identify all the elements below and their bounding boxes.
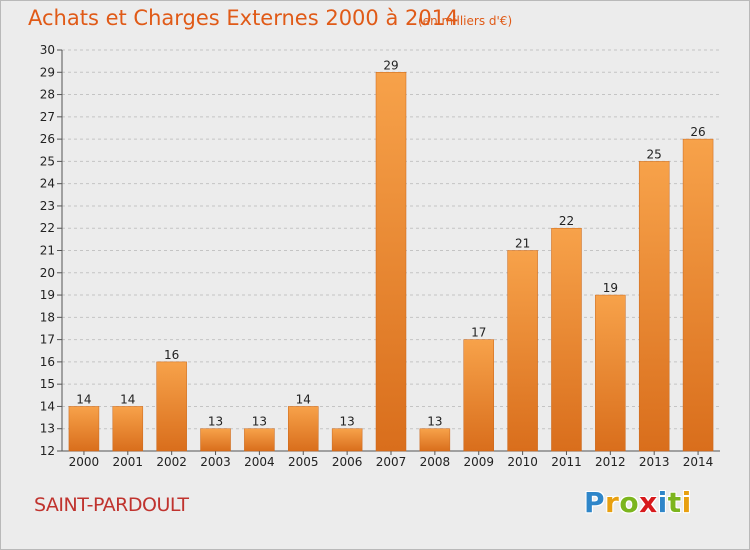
y-tick-label: 30 xyxy=(40,43,55,57)
chart-subtitle: (en milliers d'€) xyxy=(418,14,513,28)
bar-2001 xyxy=(112,406,144,452)
data-label-2008: 13 xyxy=(427,415,442,429)
bar-2000 xyxy=(68,406,100,452)
x-tick-label: 2014 xyxy=(683,455,714,469)
x-tick-label: 2011 xyxy=(551,455,582,469)
bar-2005 xyxy=(288,406,319,452)
labels: 2000 14 2001 14 2002 16 2003 13 2004 13 2005 14 2006… xyxy=(69,58,714,469)
logo-letter: P xyxy=(584,486,606,519)
data-label-2005: 14 xyxy=(296,392,311,406)
logo-letter: i xyxy=(657,486,668,519)
data-label-2014: 26 xyxy=(690,125,705,139)
bar-2012 xyxy=(595,294,626,452)
proxiti-logo: Proxiti xyxy=(584,486,692,519)
bar-2010 xyxy=(507,250,538,452)
logo-letter: i xyxy=(681,486,692,519)
y-tick-label: 24 xyxy=(40,177,55,191)
data-label-2003: 13 xyxy=(208,415,223,429)
bar-2009 xyxy=(463,339,494,452)
chart-title: Achats et Charges Externes 2000 à 2014 xyxy=(28,6,459,30)
x-tick-label: 2003 xyxy=(200,455,231,469)
data-label-2001: 14 xyxy=(120,392,135,406)
data-label-2002: 16 xyxy=(164,348,179,362)
y-tick-label: 27 xyxy=(40,110,55,124)
y-tick-label: 25 xyxy=(40,154,55,168)
y-tick-label: 29 xyxy=(40,65,55,79)
y-tick-label: 13 xyxy=(40,422,55,436)
bar-2003 xyxy=(200,428,231,452)
bar-2004 xyxy=(244,428,275,452)
place-name: SAINT-PARDOULT xyxy=(34,494,189,516)
y-tick-label: 21 xyxy=(40,244,55,258)
x-tick-label: 2005 xyxy=(288,455,319,469)
x-tick-label: 2013 xyxy=(639,455,670,469)
bar-2006 xyxy=(331,428,363,452)
y-tick-label: 20 xyxy=(40,266,55,280)
logo-letter: o xyxy=(619,486,640,519)
y-tick-label: 14 xyxy=(40,399,55,413)
bar-2002 xyxy=(156,361,187,452)
y-tick-label: 16 xyxy=(40,355,55,369)
data-label-2007: 29 xyxy=(383,58,398,72)
x-tick-label: 2006 xyxy=(332,455,363,469)
x-tick-label: 2002 xyxy=(156,455,187,469)
bar-2011 xyxy=(551,227,582,452)
x-tick-label: 2001 xyxy=(113,455,144,469)
data-label-2000: 14 xyxy=(76,392,91,406)
bar-2014 xyxy=(682,138,714,452)
y-tick-label: 19 xyxy=(40,288,55,302)
y-tick-label: 23 xyxy=(40,199,55,213)
data-label-2009: 17 xyxy=(471,326,486,340)
y-tick-label: 17 xyxy=(40,333,55,347)
data-label-2010: 21 xyxy=(515,237,530,251)
x-tick-label: 2009 xyxy=(463,455,494,469)
x-tick-label: 2007 xyxy=(376,455,407,469)
x-tick-label: 2004 xyxy=(244,455,275,469)
logo-letter: r xyxy=(605,486,620,519)
x-tick-label: 2012 xyxy=(595,455,626,469)
bar-2013 xyxy=(638,161,670,452)
x-tick-label: 2010 xyxy=(507,455,538,469)
logo-letter: t xyxy=(667,486,682,519)
bar-2008 xyxy=(419,428,451,452)
data-label-2013: 25 xyxy=(647,147,662,161)
logo-letter: x xyxy=(639,486,658,519)
data-label-2011: 22 xyxy=(559,214,574,228)
y-tick-label: 18 xyxy=(40,310,55,324)
axes: 12 13 14 15 16 17 18 19 20 21 22 23 24 25 26 27 28 29 30 xyxy=(40,43,720,458)
y-tick-label: 26 xyxy=(40,132,55,146)
data-label-2006: 13 xyxy=(339,415,354,429)
bars xyxy=(68,72,714,452)
data-label-2004: 13 xyxy=(252,415,267,429)
y-tick-label: 28 xyxy=(40,88,55,102)
y-tick-label: 22 xyxy=(40,221,55,235)
data-label-2012: 19 xyxy=(603,281,618,295)
y-tick-label: 15 xyxy=(40,377,55,391)
x-tick-label: 2000 xyxy=(69,455,100,469)
bar-2007 xyxy=(375,72,407,452)
x-tick-label: 2008 xyxy=(420,455,451,469)
y-tick-label: 12 xyxy=(40,444,55,458)
